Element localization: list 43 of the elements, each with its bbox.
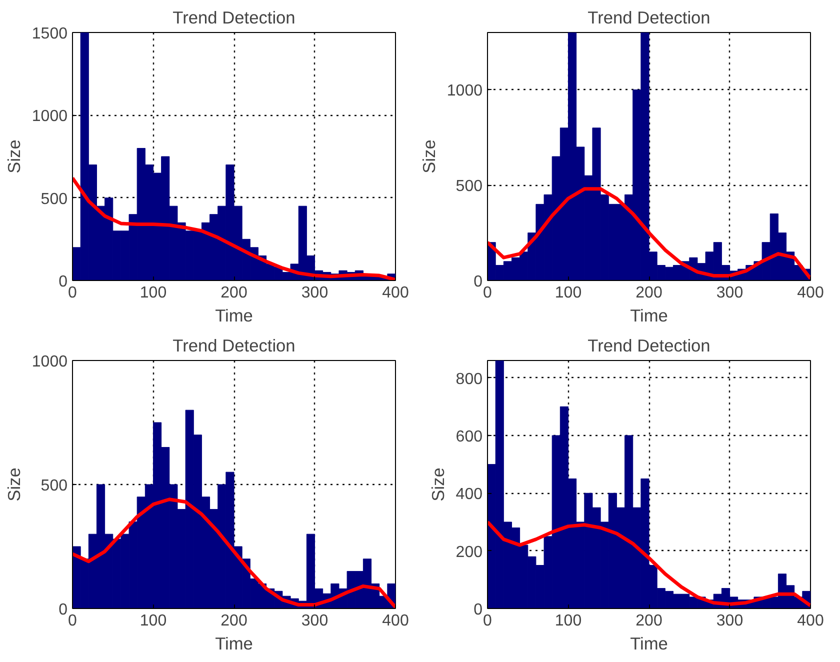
x-tick-label: 200 [636, 612, 662, 630]
x-tick-label: 400 [797, 284, 824, 302]
x-tick-label: 200 [636, 284, 662, 302]
x-tick-label: 100 [140, 284, 167, 302]
y-tick-label: 500 [40, 478, 68, 494]
y-axis-title: Size [428, 468, 448, 502]
x-tick-label: 400 [797, 612, 824, 630]
x-tick-label: 300 [301, 612, 328, 630]
y-tick-label: 0 [58, 274, 68, 290]
y-axis-title: Size [4, 468, 24, 502]
x-tick-label: 300 [716, 612, 744, 630]
y-tick-label: 1500 [32, 26, 68, 42]
chart-title: Trend Detection [588, 336, 710, 356]
y-tick-label: 0 [58, 602, 68, 618]
y-tick-label: 400 [456, 486, 483, 504]
y-tick-label: 200 [456, 544, 483, 561]
y-tick-label: 500 [456, 178, 483, 196]
x-axis-title: Time [630, 306, 668, 326]
x-tick-label: 300 [301, 284, 328, 302]
y-axis-title: Size [418, 140, 439, 174]
y-tick-label: 500 [40, 190, 68, 208]
y-tick-label: 800 [456, 370, 483, 388]
y-tick-label: 0 [474, 274, 483, 290]
x-tick-label: 100 [554, 612, 582, 630]
y-tick-label: 1000 [446, 82, 483, 100]
x-tick-label: 400 [382, 284, 409, 302]
y-tick-label: 1000 [32, 354, 68, 370]
y-axis-title: Size [4, 140, 24, 174]
x-tick-label: 300 [716, 284, 744, 302]
chart-title: Trend Detection [588, 8, 710, 28]
x-axis-title: Time [215, 634, 253, 654]
x-tick-label: 200 [220, 284, 248, 302]
x-axis-title: Time [215, 306, 253, 326]
y-tick-label: 0 [474, 602, 483, 618]
chart-title: Trend Detection [172, 336, 296, 356]
x-tick-label: 100 [554, 284, 582, 302]
chart-title: Trend Detection [172, 8, 296, 28]
x-tick-label: 400 [382, 612, 409, 630]
y-tick-label: 1000 [32, 108, 68, 126]
x-axis-title: Time [630, 634, 668, 654]
x-tick-label: 100 [140, 612, 167, 630]
y-tick-label: 600 [456, 428, 483, 446]
x-tick-label: 200 [220, 612, 248, 630]
